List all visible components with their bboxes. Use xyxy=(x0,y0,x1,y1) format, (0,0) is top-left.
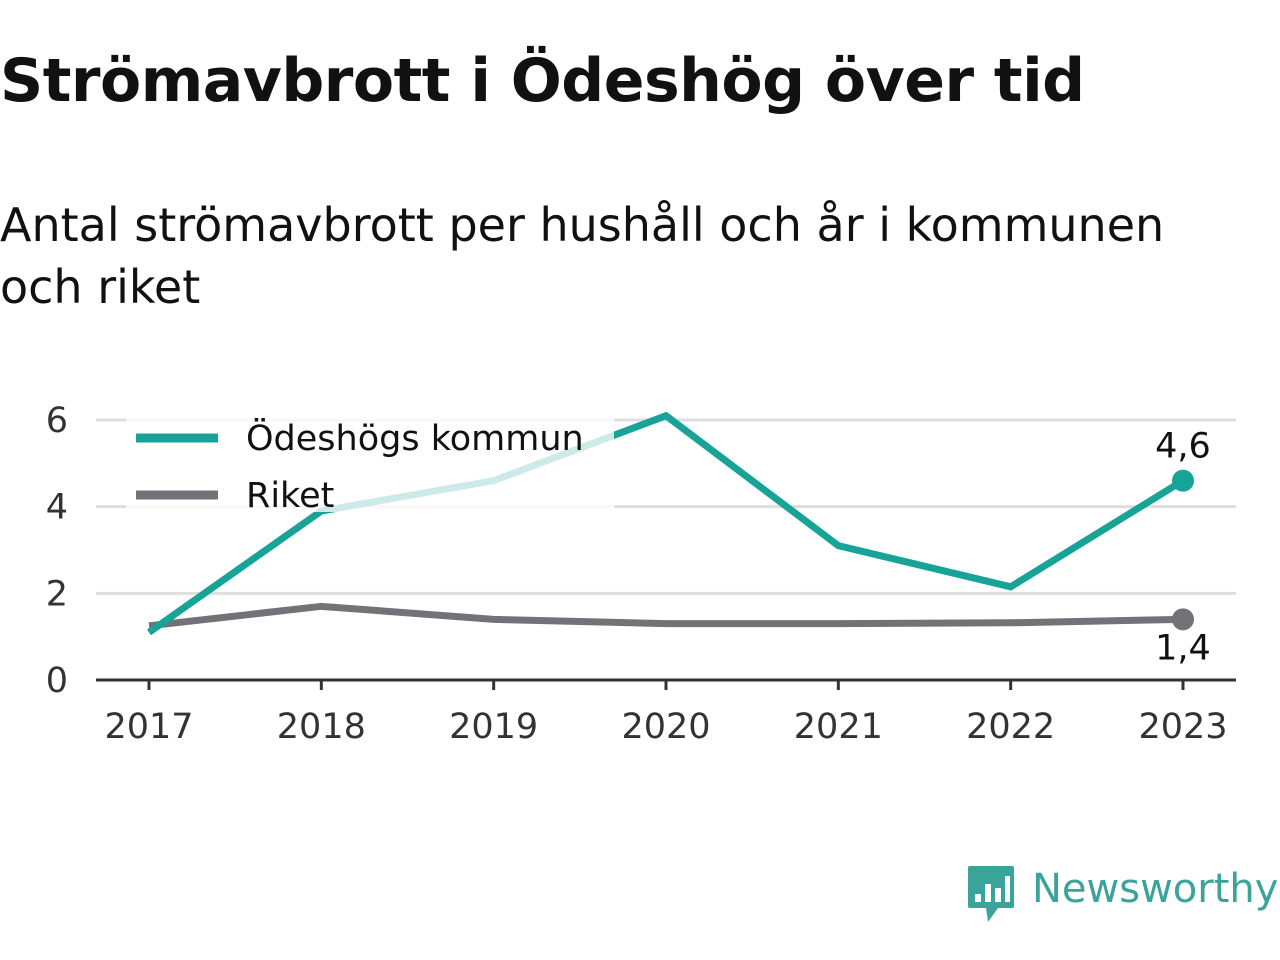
x-tick-label: 2020 xyxy=(621,707,710,747)
y-tick-label: 6 xyxy=(46,401,68,441)
end-value-label: 1,4 xyxy=(1155,628,1211,668)
legend-label: Ödeshögs kommun xyxy=(246,417,584,459)
end-point-marker xyxy=(1172,608,1194,631)
end-labels: 4,6 1,4 xyxy=(1155,427,1211,669)
x-tick-label: 2023 xyxy=(1138,707,1227,747)
y-tick-label: 0 xyxy=(46,661,68,701)
y-tick-label: 2 xyxy=(46,574,68,614)
end-point-marker xyxy=(1172,469,1194,492)
end-value-label: 4,6 xyxy=(1155,427,1211,467)
axes: 0 2 4 6 2017 2018 2019 2020 2021 2022 2023 xyxy=(46,401,1236,747)
newsworthy-brand: Newsworthy xyxy=(966,864,1278,924)
x-tick-label: 2017 xyxy=(104,707,193,747)
legend-label: Riket xyxy=(246,476,334,516)
x-tick-label: 2019 xyxy=(449,707,538,747)
chart-title: Strömavbrott i Ödeshög över tid xyxy=(0,46,1085,116)
x-tick-label: 2018 xyxy=(277,707,366,747)
chart-subtitle: Antal strömavbrott per hushåll och år i … xyxy=(0,198,1165,314)
brand-name: Newsworthy xyxy=(1032,866,1279,912)
series-line xyxy=(148,602,1184,630)
legend: Ödeshögs kommun Riket xyxy=(126,412,614,516)
x-tick-label: 2021 xyxy=(794,707,883,747)
newsworthy-logo-icon xyxy=(968,866,1014,922)
x-tick-label: 2022 xyxy=(966,707,1055,747)
y-tick-label: 4 xyxy=(46,488,68,528)
